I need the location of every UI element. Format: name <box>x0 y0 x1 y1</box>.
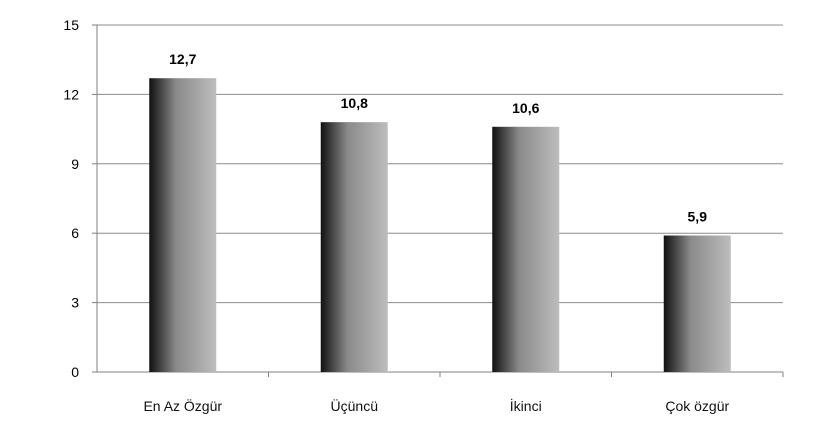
bars <box>149 78 731 372</box>
y-tick-label-12: 12 <box>63 86 79 102</box>
bar-0 <box>149 78 217 372</box>
labels: 12,7 En Az Özgür 10,8 Üçüncü 10,6 İkinci 5,9 Ço… <box>143 51 729 414</box>
y-tick-label-0: 0 <box>71 364 79 380</box>
x-tick-label-0: En Az Özgür <box>143 397 222 414</box>
y-tick-label-3: 3 <box>71 295 79 311</box>
data-label-1: 10,8 <box>341 95 368 111</box>
y-tick-label-6: 6 <box>71 225 79 241</box>
bar-3 <box>663 235 731 372</box>
x-tick-label-1: Üçüncü <box>331 397 378 414</box>
data-label-2: 10,6 <box>512 100 539 116</box>
bar-1 <box>320 122 388 372</box>
data-label-3: 5,9 <box>688 209 708 225</box>
y-tick-label-15: 15 <box>63 17 79 33</box>
bar-2 <box>492 126 560 372</box>
data-label-0: 12,7 <box>169 51 196 67</box>
x-tick-label-2: İkinci <box>510 397 542 414</box>
y-tick-label-9: 9 <box>71 156 79 172</box>
x-tick-label-3: Çok özgür <box>665 398 729 414</box>
